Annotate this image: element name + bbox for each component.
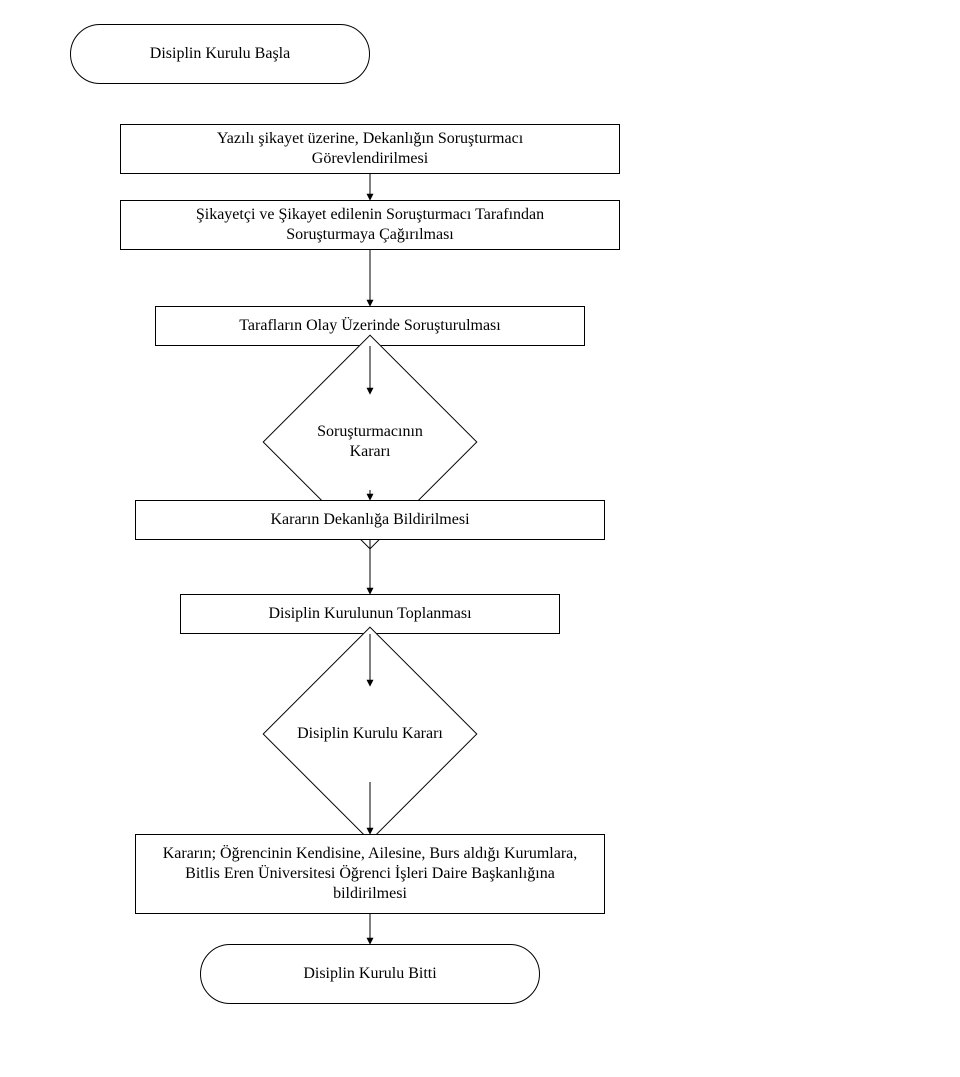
process-report-to-dean-label: Kararın Dekanlığa Bildirilmesi [270, 510, 469, 530]
process-investigate-parties-label: Tarafların Olay Üzerinde Soruşturulması [239, 316, 500, 336]
decision-board-shape [263, 627, 478, 842]
process-assign-investigator: Yazılı şikayet üzerine, Dekanlığın Soruş… [120, 124, 620, 174]
terminator-start: Disiplin Kurulu Başla [70, 24, 370, 84]
process-notify-decision: Kararın; Öğrencinin Kendisine, Ailesine,… [135, 834, 605, 914]
process-notify-decision-label: Kararın; Öğrencinin Kendisine, Ailesine,… [163, 844, 578, 904]
terminator-end: Disiplin Kurulu Bitti [200, 944, 540, 1004]
decision-investigator: Soruşturmacının Kararı [170, 394, 570, 490]
process-report-to-dean: Kararın Dekanlığa Bildirilmesi [135, 500, 605, 540]
process-assign-investigator-label: Yazılı şikayet üzerine, Dekanlığın Soruş… [217, 129, 523, 169]
process-summon-parties: Şikayetçi ve Şikayet edilenin Soruşturma… [120, 200, 620, 250]
process-summon-parties-label: Şikayetçi ve Şikayet edilenin Soruşturma… [196, 205, 544, 245]
decision-board: Disiplin Kurulu Kararı [170, 686, 570, 782]
process-board-meeting-label: Disiplin Kurulunun Toplanması [268, 604, 471, 624]
terminator-start-label: Disiplin Kurulu Başla [150, 45, 290, 63]
terminator-end-label: Disiplin Kurulu Bitti [303, 965, 436, 983]
flowchart-canvas: Disiplin Kurulu Başla Yazılı şikayet üze… [0, 0, 960, 1077]
